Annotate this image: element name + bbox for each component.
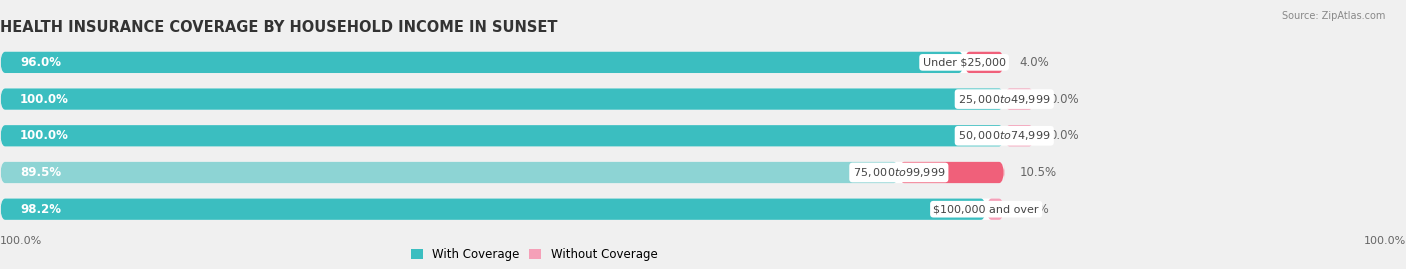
FancyBboxPatch shape	[0, 89, 1004, 110]
Text: 96.0%: 96.0%	[20, 56, 60, 69]
Text: 10.5%: 10.5%	[1019, 166, 1056, 179]
FancyBboxPatch shape	[0, 199, 1004, 220]
Text: 0.0%: 0.0%	[1049, 129, 1078, 142]
FancyBboxPatch shape	[898, 162, 1004, 183]
Text: Under $25,000: Under $25,000	[922, 57, 1005, 67]
Legend: With Coverage, Without Coverage: With Coverage, Without Coverage	[406, 244, 662, 266]
FancyBboxPatch shape	[0, 162, 1004, 183]
Text: 100.0%: 100.0%	[20, 129, 69, 142]
FancyBboxPatch shape	[0, 52, 965, 73]
FancyBboxPatch shape	[965, 52, 1004, 73]
Text: 100.0%: 100.0%	[0, 236, 42, 246]
Text: $50,000 to $74,999: $50,000 to $74,999	[957, 129, 1050, 142]
Text: 100.0%: 100.0%	[20, 93, 69, 105]
Text: Source: ZipAtlas.com: Source: ZipAtlas.com	[1281, 11, 1385, 21]
Text: $25,000 to $49,999: $25,000 to $49,999	[957, 93, 1050, 105]
FancyBboxPatch shape	[986, 199, 1004, 220]
Text: HEALTH INSURANCE COVERAGE BY HOUSEHOLD INCOME IN SUNSET: HEALTH INSURANCE COVERAGE BY HOUSEHOLD I…	[0, 20, 558, 35]
FancyBboxPatch shape	[0, 125, 1004, 146]
FancyBboxPatch shape	[0, 162, 898, 183]
Text: 98.2%: 98.2%	[20, 203, 60, 216]
FancyBboxPatch shape	[1004, 125, 1035, 146]
FancyBboxPatch shape	[0, 89, 1004, 110]
Text: 89.5%: 89.5%	[20, 166, 62, 179]
Text: 0.0%: 0.0%	[1049, 93, 1078, 105]
Text: 1.8%: 1.8%	[1019, 203, 1049, 216]
Text: 4.0%: 4.0%	[1019, 56, 1049, 69]
Text: $100,000 and over: $100,000 and over	[934, 204, 1039, 214]
Text: $75,000 to $99,999: $75,000 to $99,999	[852, 166, 945, 179]
FancyBboxPatch shape	[0, 125, 1004, 146]
Text: 100.0%: 100.0%	[1364, 236, 1406, 246]
FancyBboxPatch shape	[1004, 89, 1035, 110]
FancyBboxPatch shape	[0, 52, 1004, 73]
FancyBboxPatch shape	[0, 199, 986, 220]
